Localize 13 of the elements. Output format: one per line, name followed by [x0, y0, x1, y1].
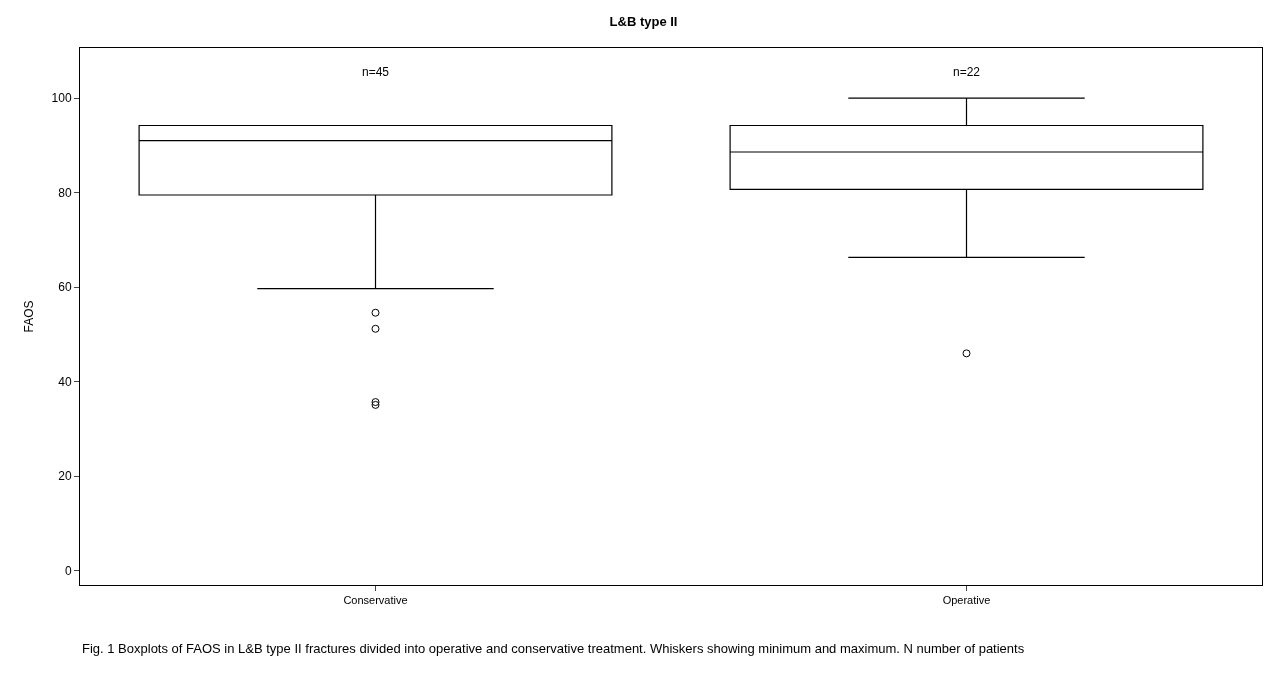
- y-tick-label: 40: [58, 374, 72, 389]
- y-tick-label: 0: [64, 564, 72, 579]
- x-tick-label: Conservative: [343, 594, 408, 607]
- y-tick-label: 80: [58, 185, 72, 200]
- y-tick-label: 100: [51, 91, 72, 106]
- chart-title: L&B type II: [609, 14, 678, 30]
- caption: Fig. 1 Boxplots of FAOS in L&B type II fractures divided into operative and conservative treatment. Whiskers showing minimum and maximum. N number of patients: [82, 641, 1025, 656]
- y-tick-label: 60: [58, 280, 72, 295]
- annotation: n=45: [362, 65, 390, 79]
- y-tick-label: 20: [58, 469, 72, 484]
- annotation: n=22: [953, 65, 981, 79]
- x-tick-label: Operative: [942, 594, 991, 607]
- y-axis-title: FAOS: [21, 300, 36, 333]
